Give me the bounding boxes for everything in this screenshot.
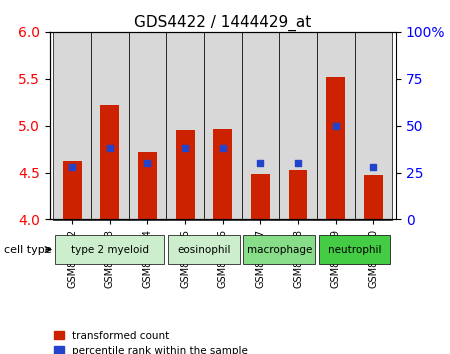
Text: type 2 myeloid: type 2 myeloid [71,245,149,255]
Point [144,160,151,166]
Point [294,160,302,166]
FancyBboxPatch shape [355,32,392,220]
Text: macrophage: macrophage [247,245,312,255]
FancyBboxPatch shape [91,32,129,220]
FancyBboxPatch shape [319,235,390,264]
Text: eosinophil: eosinophil [177,245,231,255]
Bar [100,105,119,219]
Title: GDS4422 / 1444429_at: GDS4422 / 1444429_at [134,14,311,30]
Bar [251,173,270,219]
Bar [326,77,345,219]
FancyBboxPatch shape [279,32,317,220]
FancyBboxPatch shape [242,32,279,220]
Bar [138,152,157,219]
Legend: transformed count, percentile rank within the sample: transformed count, percentile rank withi… [50,327,252,354]
Point [68,164,76,170]
FancyBboxPatch shape [166,32,204,220]
FancyBboxPatch shape [317,32,355,220]
Bar [176,130,194,219]
FancyBboxPatch shape [243,235,315,264]
FancyBboxPatch shape [129,32,166,220]
Point [106,145,113,151]
Bar [63,161,81,219]
Bar [213,130,232,219]
Point [257,160,264,166]
Bar [364,175,383,219]
Text: neutrophil: neutrophil [328,245,381,255]
Point [332,123,339,129]
Point [181,145,189,151]
Point [219,145,226,151]
FancyBboxPatch shape [53,32,91,220]
FancyBboxPatch shape [204,32,242,220]
Text: cell type: cell type [4,245,51,255]
FancyBboxPatch shape [55,235,164,264]
Bar [288,170,307,219]
FancyBboxPatch shape [168,235,240,264]
Point [370,164,377,170]
